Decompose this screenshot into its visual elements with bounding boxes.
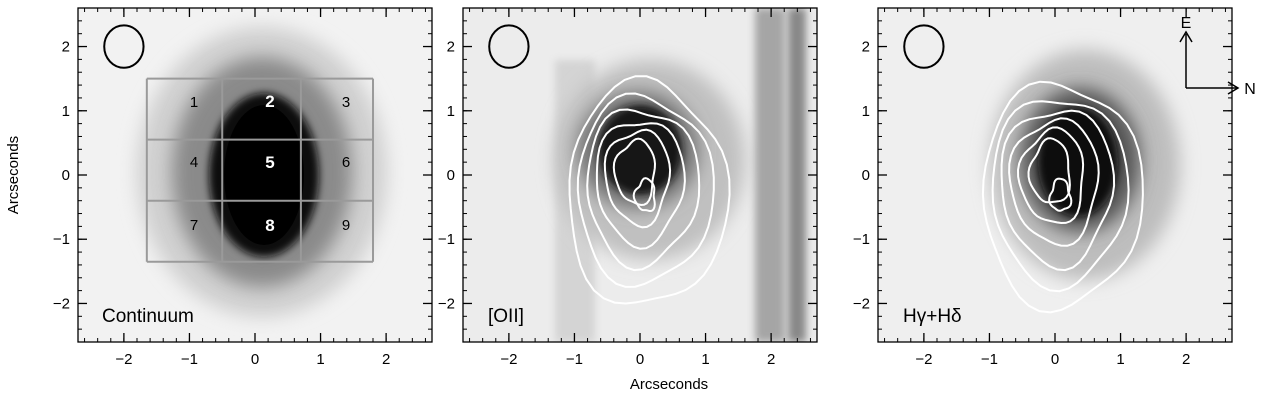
contour-level — [595, 122, 686, 250]
contour-level — [586, 108, 701, 272]
contour-level — [1048, 177, 1073, 212]
contour-level — [632, 177, 656, 212]
y-tick-label: 0 — [62, 167, 70, 184]
aperture-grid-labels: 1 2 3 4 5 6 7 8 9 — [190, 92, 350, 235]
axes-layer: −2 −1 0 1 2 2 1 0 −1 −2 −2 −1 0 1 2 2 1 0 −1 −2 −2 −1 0 1 2 2 1 0 −1… — [53, 7, 1233, 368]
hgamma-hdelta-panel: Hγ+Hδ E N — [878, 8, 1256, 342]
grid-label-8: 8 — [265, 216, 274, 235]
panel-label-oii: [OII] — [488, 306, 524, 327]
compass-north-label: N — [1244, 81, 1256, 98]
x-tick-label: −1 — [181, 351, 198, 368]
y-tick-label: −2 — [53, 295, 70, 312]
y-tick-label: 1 — [862, 103, 870, 120]
beam-ellipse — [903, 24, 945, 69]
hgamma-hdelta-axes: −2 −1 0 1 2 2 1 0 −1 −2 — [853, 7, 1233, 368]
compass-east-arrowhead — [1179, 30, 1193, 43]
oii-axes: −2 −1 0 1 2 2 1 0 −1 −2 — [438, 7, 818, 368]
beam-ellipse — [103, 24, 145, 69]
continuum-image — [137, 27, 387, 317]
y-tick-label: −1 — [53, 231, 70, 248]
hgamma-hdelta-image — [990, 50, 1180, 280]
y-tick-label: 0 — [447, 167, 455, 184]
x-tick-label: −2 — [115, 351, 132, 368]
grid-label-6: 6 — [342, 154, 350, 171]
y-tick-label: −2 — [438, 295, 455, 312]
contour-level — [603, 128, 672, 229]
y-tick-label: 2 — [62, 39, 70, 56]
continuum-axes: −2 −1 0 1 2 2 1 0 −1 −2 — [53, 7, 433, 368]
grid-label-5: 5 — [265, 153, 274, 172]
contour-level — [981, 80, 1144, 314]
aperture-grid — [145, 77, 374, 263]
hgamma-hdelta-contours — [981, 80, 1144, 314]
panel-label-hgamma-hdelta: Hγ+Hδ — [903, 306, 962, 327]
beam-ellipse — [488, 24, 530, 69]
contour-level — [612, 137, 657, 207]
grid-label-4: 4 — [190, 154, 198, 171]
grid-label-1: 1 — [190, 94, 198, 111]
x-tick-label: −2 — [915, 351, 932, 368]
compass-east-label: E — [1181, 15, 1192, 32]
y-tick-label: −1 — [438, 231, 455, 248]
grid-label-7: 7 — [190, 217, 198, 234]
y-tick-label: 1 — [62, 103, 70, 120]
y-tick-label: −2 — [853, 295, 870, 312]
contour-level — [576, 92, 715, 288]
contour-level — [1016, 126, 1085, 225]
contour-level — [1000, 109, 1116, 272]
y-tick-label: 1 — [447, 103, 455, 120]
x-tick-label: 2 — [382, 351, 390, 368]
y-tick-label: 0 — [862, 167, 870, 184]
y-axis-label: Arcseconds — [5, 136, 22, 214]
contour-level — [568, 75, 731, 305]
continuum-panel: 1 2 3 4 5 6 7 8 9 Continuum Arcseconds — [5, 8, 432, 342]
x-tick-label: 1 — [316, 351, 324, 368]
x-tick-label: −1 — [566, 351, 583, 368]
y-tick-label: 2 — [447, 39, 455, 56]
y-tick-label: 2 — [862, 39, 870, 56]
compass-north-arrowhead — [1227, 81, 1240, 95]
x-tick-label: 0 — [636, 351, 644, 368]
x-tick-label: 1 — [701, 351, 709, 368]
contour-level — [1008, 117, 1100, 247]
contour-level — [1027, 137, 1071, 204]
x-tick-label: 0 — [1051, 351, 1059, 368]
grid-label-9: 9 — [342, 217, 350, 234]
x-tick-label: −1 — [981, 351, 998, 368]
x-tick-label: 0 — [251, 351, 259, 368]
x-tick-label: 2 — [767, 351, 775, 368]
x-tick-label: −2 — [500, 351, 517, 368]
grid-label-3: 3 — [342, 94, 350, 111]
x-tick-label: 1 — [1116, 351, 1124, 368]
y-tick-label: −1 — [853, 231, 870, 248]
panel-label-continuum: Continuum — [102, 306, 194, 327]
x-tick-label: 2 — [1182, 351, 1190, 368]
contour-level — [991, 100, 1130, 293]
oii-contours — [568, 75, 731, 305]
compass — [1179, 30, 1240, 95]
x-axis-label: Arcseconds — [630, 376, 708, 393]
grid-label-2: 2 — [265, 92, 274, 111]
